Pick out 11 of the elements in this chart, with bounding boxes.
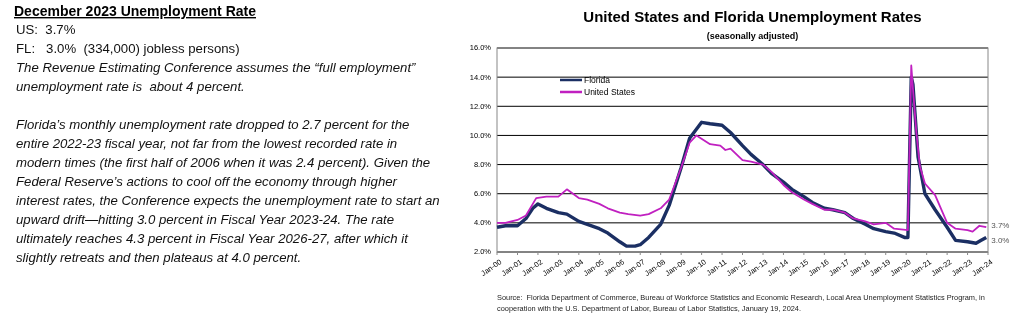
legend-label: United States bbox=[584, 86, 636, 97]
annotation: 3.0% bbox=[991, 236, 1010, 246]
text: FL: 3.0% (334,000) jobless persons) bbox=[16, 40, 241, 58]
annotation: 3.7% bbox=[991, 221, 1010, 231]
text: December 2023 Unemployment Rate bbox=[14, 3, 257, 19]
text: US: 3.7% bbox=[16, 21, 77, 39]
text: The Revenue Estimating Conference assumes the “full employment” unemployment rate is about 4 percent. bbox=[16, 59, 417, 96]
legend-label: Florida bbox=[584, 74, 611, 85]
text: Florida’s monthly unemployment rate dropped to 2.7 percent for the entire 2022-23 fiscal year, not far from the lowest recorded rate in modern times (the first half of 2006 when it was 2.4 percent). Given the Federal Reserve’s actions to cool off the economy through higher interest rates, the Conference expects the unemployment rate to start an upward drift—hitting 3.0 percent in Fiscal Year 2023-24. The rate ultimately reaches 4.3 percent in Fiscal Year 2026-27, after which it slightly retreats and then plateaus at 4.0 percent. bbox=[16, 116, 441, 267]
chart-subtitle: (seasonally adjusted) bbox=[706, 31, 799, 41]
chart-title: United States and Florida Unemployment Rates bbox=[583, 8, 922, 25]
